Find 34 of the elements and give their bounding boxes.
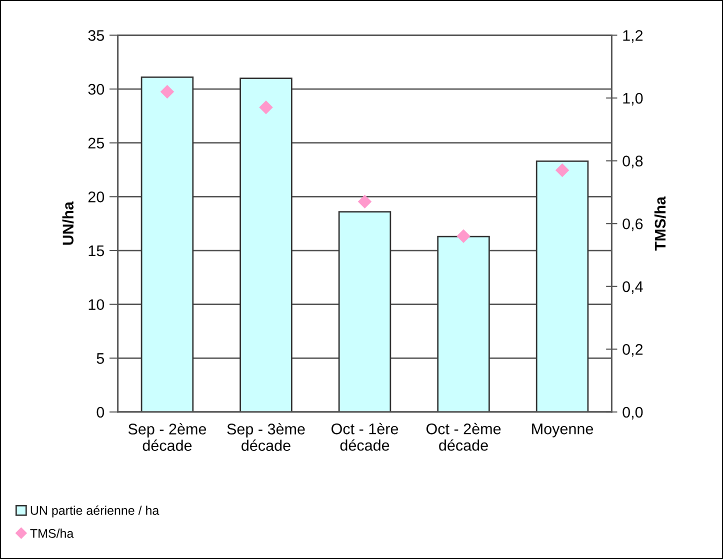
y-tick-label: 0 xyxy=(96,406,104,418)
point xyxy=(555,163,570,178)
x-tick-label: Sep - 3ème décade xyxy=(227,423,305,451)
point xyxy=(456,229,470,244)
y2-tick-label: 0,8 xyxy=(622,156,643,168)
y2-tick-label: 1,0 xyxy=(623,92,643,106)
bar xyxy=(338,211,392,412)
y-tick-label: 15 xyxy=(88,246,104,256)
y2-tick-label: 0,2 xyxy=(622,344,643,357)
bar xyxy=(140,76,194,412)
x-tick-label: Moyenne xyxy=(532,424,594,438)
legend-label: TMS/ha xyxy=(30,528,74,538)
y-tick-label: 20 xyxy=(88,192,104,202)
y-tick-label: 35 xyxy=(88,30,104,41)
y2-tick-label: 1,2 xyxy=(623,30,643,43)
y2-tick-label: 0,4 xyxy=(622,281,643,294)
point xyxy=(358,194,372,208)
x-tick-label: Oct - 1ère décade xyxy=(332,422,398,451)
x-tick-label: Sep - 2ème décade xyxy=(128,423,206,451)
legend-label: UN partie aérienne / ha xyxy=(30,506,160,518)
y-tick-label: 30 xyxy=(88,84,104,95)
y2-tick-label: 0,6 xyxy=(622,218,643,232)
point xyxy=(259,100,273,114)
bar xyxy=(437,236,490,412)
y2-axis-title: TMS/ha xyxy=(654,196,666,251)
y-axis-title: UN/ha xyxy=(62,201,74,245)
bar xyxy=(536,160,589,412)
y-tick-label: 5 xyxy=(96,353,104,364)
point xyxy=(160,84,174,99)
y-tick-label: 10 xyxy=(88,299,104,310)
x-tick-label: Oct - 2ème décade xyxy=(426,422,501,451)
bar xyxy=(240,78,292,412)
y2-tick-label: 0,0 xyxy=(622,406,643,420)
y-tick-label: 25 xyxy=(88,138,104,149)
